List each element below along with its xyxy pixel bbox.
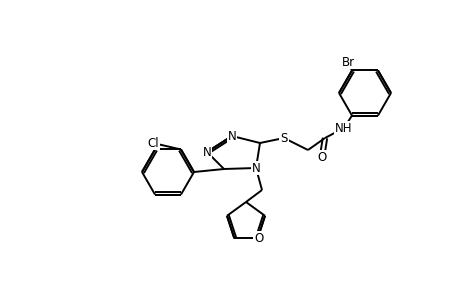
- Text: N: N: [251, 161, 260, 175]
- Text: N: N: [227, 130, 236, 142]
- Text: NH: NH: [335, 122, 352, 134]
- Text: O: O: [317, 151, 326, 164]
- Text: Cl: Cl: [147, 136, 158, 149]
- Text: N: N: [202, 146, 211, 158]
- Text: Br: Br: [341, 56, 354, 68]
- Text: O: O: [253, 232, 263, 245]
- Text: S: S: [280, 131, 287, 145]
